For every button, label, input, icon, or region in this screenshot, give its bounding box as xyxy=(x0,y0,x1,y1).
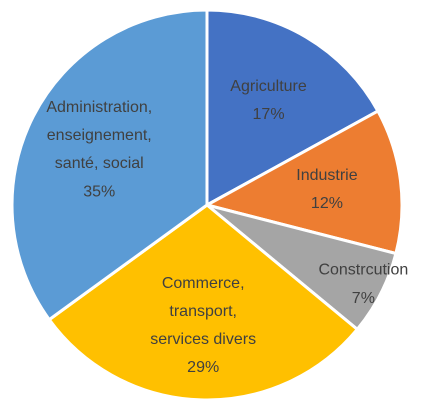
value-label: 35% xyxy=(83,183,115,200)
slice-label: Administration, enseignement, santé, socia… xyxy=(46,99,152,172)
slice-label: Constrcution xyxy=(318,262,408,279)
pie-slice xyxy=(202,109,404,256)
value-label: 12% xyxy=(311,195,343,212)
value-label: 17% xyxy=(253,106,285,123)
slice-label: Commerce, transport, services divers xyxy=(150,275,256,348)
value-label: 7% xyxy=(352,290,375,307)
value-label: 29% xyxy=(187,359,219,376)
slice-label: Agriculture xyxy=(230,78,307,95)
pie-slice xyxy=(47,203,360,401)
slice-label: Industrie xyxy=(296,167,357,184)
pie-slice xyxy=(10,8,209,322)
pie-slice xyxy=(205,8,380,208)
